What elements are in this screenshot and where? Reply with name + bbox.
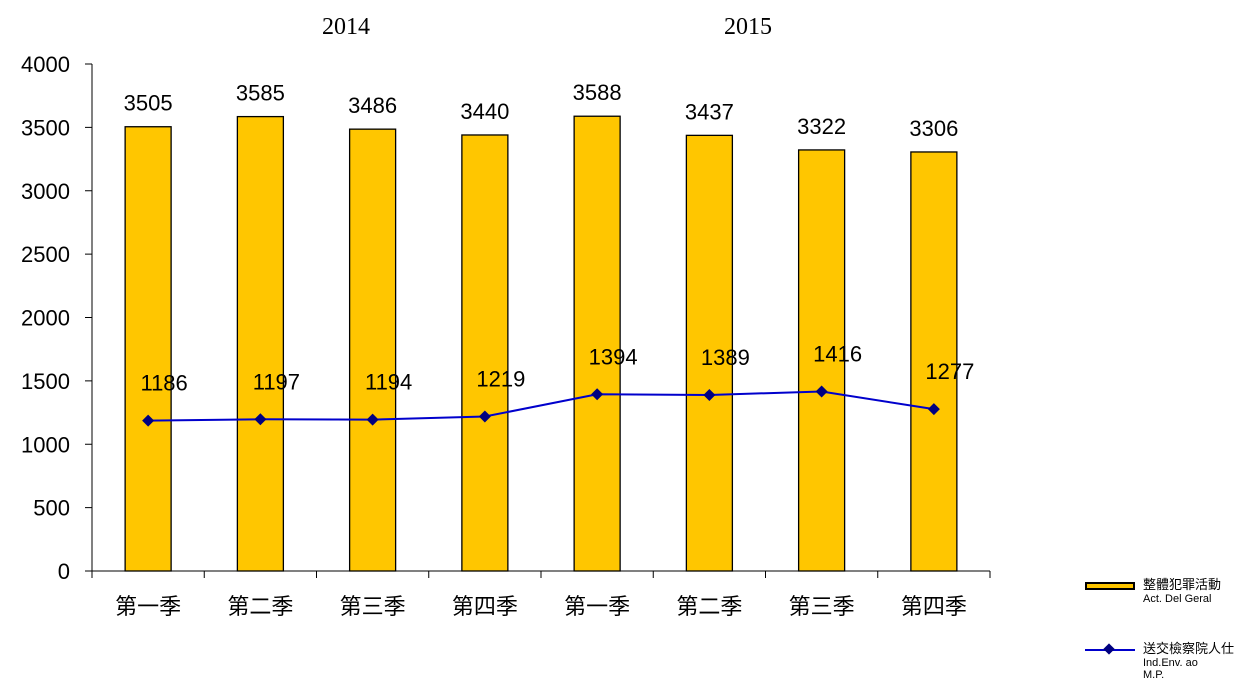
line-value-label: 1416: [813, 342, 862, 367]
y-tick-label: 2000: [21, 306, 70, 331]
x-tick-label: 第四季: [901, 595, 967, 620]
bar-value-label: 3322: [797, 114, 846, 139]
line-value-label: 1389: [701, 345, 750, 370]
y-tick-label: 0: [58, 559, 70, 584]
bar: [910, 151, 958, 572]
line-point: [927, 403, 940, 416]
y-tick-label: 1000: [21, 432, 70, 457]
line-point: [703, 388, 716, 401]
axes: [85, 63, 991, 578]
bar: [124, 126, 172, 572]
y-tick-label: 500: [33, 496, 70, 521]
x-tick-label: 第一季: [564, 595, 630, 620]
y-tick-label: 2500: [21, 242, 70, 267]
legend-item-bar: 整體犯罪活動 Act. Del Geral: [1085, 578, 1250, 605]
legend-bar-name: 整體犯罪活動: [1143, 578, 1222, 593]
year-label-2014: 2014: [322, 14, 370, 40]
bar-value-label: 3437: [685, 99, 734, 124]
x-axis: 第一季 第二季 第三季 第四季 第一季 第二季 第三季 第四季: [115, 595, 967, 620]
x-tick-label: 第一季: [115, 595, 181, 620]
bar: [685, 134, 734, 572]
legend-line-swatch: [1085, 642, 1135, 656]
line-point: [142, 414, 155, 427]
line-point: [366, 413, 379, 426]
legend-line-name-pt: Ind.Env. ao M.P.: [1143, 657, 1198, 681]
line-value-label: 1186: [140, 371, 187, 396]
year-labels: 2014 2015: [322, 14, 772, 40]
bar: [348, 128, 397, 572]
line-point: [815, 385, 828, 398]
bar-value-label: 3440: [460, 99, 509, 124]
x-tick-label: 第四季: [452, 595, 518, 620]
x-tick-label: 第三季: [789, 595, 855, 620]
bar-value-label: 3486: [348, 93, 397, 118]
line-value-label: 1394: [589, 344, 638, 369]
bar-value-label: 3588: [573, 80, 622, 105]
bar-value-label: 3306: [909, 116, 958, 141]
legend-bar-name-pt: Act. Del Geral: [1143, 593, 1212, 605]
line-value-label: 1194: [365, 370, 412, 395]
legend-item-line: 送交檢察院人仕 Ind.Env. ao M.P.: [1085, 642, 1250, 681]
y-tick-label: 3000: [21, 179, 70, 204]
legend-bar-swatch: [1085, 581, 1135, 590]
line-point: [254, 413, 267, 426]
line-value-label: 1277: [925, 359, 974, 384]
line-point: [591, 388, 604, 401]
y-tick-label: 4000: [21, 52, 70, 77]
line-value-label: 1219: [476, 366, 525, 391]
line-point: [478, 410, 491, 423]
year-label-2015: 2015: [724, 14, 772, 40]
line-value-label: 1197: [253, 369, 300, 394]
series-line: [148, 390, 935, 422]
x-tick-label: 第二季: [676, 595, 742, 620]
bar: [461, 134, 509, 572]
legend-line-name: 送交檢察院人仕: [1143, 642, 1235, 657]
y-tick-label: 3500: [21, 115, 70, 140]
x-tick-label: 第二季: [227, 595, 293, 620]
bar-data-labels: 3505 3585 3486 3440 3588 3437 3322 3306: [124, 80, 959, 141]
bar: [236, 115, 285, 572]
bar-series: [124, 115, 958, 572]
bar-value-label: 3505: [124, 91, 173, 116]
y-axis: 0 500 1000 1500 2000 2500 3000 3500 4000: [21, 52, 70, 584]
bar-value-label: 3585: [236, 81, 285, 106]
line-data-labels: 1186 1197 1194 1219 1394 1389 1416 1277: [140, 342, 974, 396]
x-tick-label: 第三季: [340, 595, 406, 620]
line-series: [142, 385, 940, 427]
y-tick-label: 1500: [21, 369, 70, 394]
